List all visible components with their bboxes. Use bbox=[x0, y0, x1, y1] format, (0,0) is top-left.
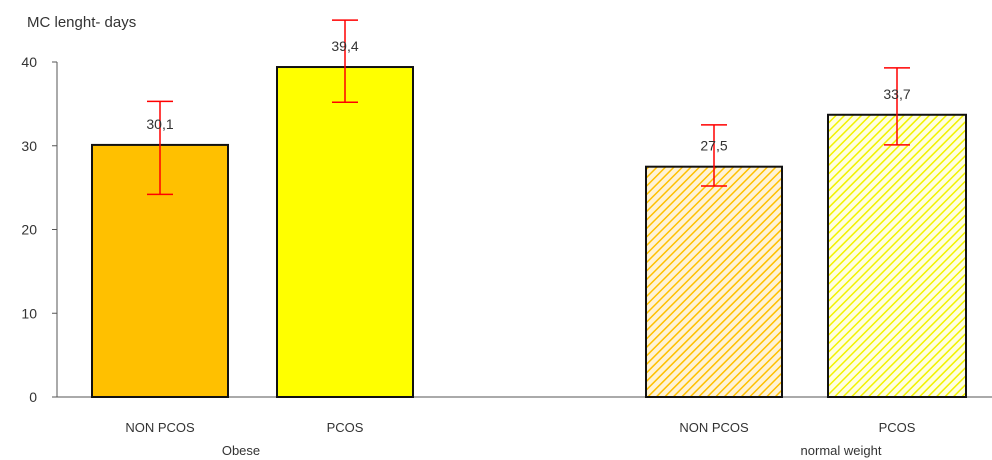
error-bars-layer bbox=[147, 19, 910, 196]
y-tick-label: 40 bbox=[21, 54, 37, 70]
group-label: normal weight bbox=[801, 443, 882, 458]
y-tick-label: 20 bbox=[21, 222, 37, 238]
data-label: 30,1 bbox=[146, 116, 173, 132]
y-axis-ticks: 0 10 20 30 40 bbox=[21, 54, 57, 405]
y-tick-label: 10 bbox=[21, 305, 37, 321]
labels-layer: 30,1 NON PCOS 39,4 PCOS Obese 27,5 NON PCOS 33,… bbox=[125, 38, 915, 458]
y-tick-label: 0 bbox=[29, 389, 37, 405]
category-label: PCOS bbox=[879, 420, 916, 435]
category-label: NON PCOS bbox=[125, 420, 195, 435]
bar-normal-weight-non-pcos bbox=[645, 165, 783, 398]
bar-normal-weight-pcos bbox=[827, 113, 967, 398]
data-label: 39,4 bbox=[331, 38, 358, 54]
bars-layer bbox=[91, 66, 967, 399]
bar-obese-pcos bbox=[276, 66, 414, 399]
category-label: NON PCOS bbox=[679, 420, 749, 435]
y-axis-title: MC lenght- days bbox=[27, 14, 136, 31]
y-tick-label: 30 bbox=[21, 138, 37, 154]
category-label: PCOS bbox=[327, 420, 364, 435]
data-label: 27,5 bbox=[700, 138, 727, 154]
data-label: 33,7 bbox=[883, 86, 910, 102]
group-label: Obese bbox=[222, 443, 260, 458]
